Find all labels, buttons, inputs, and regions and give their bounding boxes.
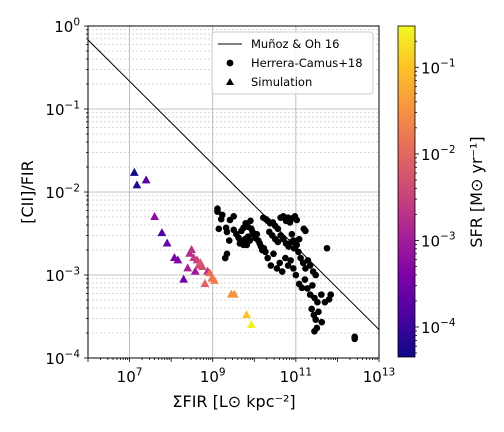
x-tick-label: 107 xyxy=(117,366,143,386)
y-tick-label: 10−2 xyxy=(45,182,80,202)
herrera-camus-point xyxy=(306,262,314,269)
simulation-point xyxy=(190,266,200,275)
herrera-camus-point xyxy=(274,225,282,233)
herrera-camus-point xyxy=(262,248,269,256)
simulation-point xyxy=(141,175,151,184)
herrera-camus-point xyxy=(282,254,289,262)
herrera-camus-point xyxy=(246,237,254,244)
herrera-camus-point xyxy=(290,265,297,272)
herrera-camus-point xyxy=(295,248,302,256)
herrera-camus-point xyxy=(312,316,319,323)
herrera-camus-point xyxy=(274,238,282,246)
herrera-camus-point xyxy=(301,276,309,283)
simulation-point xyxy=(132,180,142,189)
y-tick-label: 10−4 xyxy=(45,348,80,368)
herrera-camus-point xyxy=(247,217,254,225)
simulation-point xyxy=(187,245,196,254)
simulation-point xyxy=(173,255,183,264)
colorbar-tick-label: 10−2 xyxy=(421,144,456,164)
herrera-camus-point xyxy=(290,237,297,244)
colorbar xyxy=(397,25,416,358)
herrera-camus-point xyxy=(221,254,229,262)
herrera-camus-point xyxy=(312,271,319,279)
herrera-camus-point xyxy=(302,227,309,235)
legend-box xyxy=(211,31,374,95)
herrera-camus-point xyxy=(253,230,261,238)
herrera-camus-point xyxy=(270,250,277,258)
simulation-point xyxy=(200,278,210,287)
herrera-camus-point xyxy=(267,262,275,269)
simulation-point xyxy=(246,319,256,328)
herrera-camus-point xyxy=(309,282,316,289)
y-axis: 10−4 10−3 10−2 10−1 100 xyxy=(45,16,88,368)
simulation-point xyxy=(197,261,207,270)
y-tick-label: 100 xyxy=(54,16,80,36)
simulation-point xyxy=(229,289,239,298)
herrera-camus-point xyxy=(214,208,221,215)
herrera-camus-point xyxy=(323,244,331,252)
colorbar-tick-label: 10−1 xyxy=(421,58,456,78)
herrera-camus-point xyxy=(292,271,300,279)
x-tick-label: 1013 xyxy=(363,366,395,386)
colorbar-tick-label: 10−4 xyxy=(421,317,456,337)
x-tick-label: 1011 xyxy=(280,366,312,386)
y-tick-label: 10−3 xyxy=(45,265,80,285)
colorbar-tick-label: 10−3 xyxy=(421,231,456,251)
legend-label-herrera: Herrera-Camus+18 xyxy=(251,56,363,70)
legend: Muñoz & Oh 16 Herrera-Camus+18 Simulatio… xyxy=(211,31,374,95)
herrera-camus-point xyxy=(318,318,326,326)
simulation-point xyxy=(242,309,251,318)
herrera-camus-point xyxy=(311,327,318,335)
x-axis-label: ΣFIR [L⊙ kpc⁻²] xyxy=(172,392,295,411)
herrera-camus-point xyxy=(288,230,296,238)
colorbar-axis: 10−4 10−3 10−2 10−1 xyxy=(415,40,456,354)
herrera-camus-point xyxy=(284,262,292,269)
herrera-camus-point xyxy=(314,298,321,306)
munoz-oh-line xyxy=(88,39,379,330)
herrera-camus-point xyxy=(293,216,301,224)
simulation-point xyxy=(162,238,172,247)
herrera-camus-point xyxy=(318,291,325,298)
herrera-camus-point xyxy=(230,212,238,220)
herrera-camus-point xyxy=(276,259,284,267)
herrera-camus-point xyxy=(327,291,335,298)
simulation-point xyxy=(183,263,193,272)
herrera-camus-point xyxy=(225,237,233,244)
herrera-camus-point xyxy=(304,257,312,264)
herrera-camus-point xyxy=(287,257,294,264)
herrera-camus-point xyxy=(215,225,223,233)
herrera-camus-point xyxy=(308,305,315,313)
x-axis: 107 109 1011 1013 xyxy=(87,358,395,386)
legend-triangle-marker xyxy=(226,78,234,85)
simulation-point xyxy=(210,275,219,284)
simulation-point xyxy=(129,167,139,176)
herrera-camus-point xyxy=(298,284,306,292)
series-layer xyxy=(88,39,379,343)
x-tick-label: 109 xyxy=(200,366,226,386)
herrera-camus-point xyxy=(351,335,358,343)
herrera-camus-point xyxy=(223,228,231,236)
legend-circle-marker xyxy=(226,59,234,67)
herrera-camus-point xyxy=(295,235,303,243)
herrera-camus-point xyxy=(304,285,311,292)
simulation-point xyxy=(150,211,159,220)
herrera-camus-point xyxy=(264,254,271,262)
herrera-camus-point xyxy=(273,265,281,272)
y-tick-label: 10−1 xyxy=(45,99,80,119)
herrera-camus-point xyxy=(278,268,286,275)
herrera-camus-point xyxy=(315,308,322,316)
herrera-camus-point xyxy=(217,215,225,223)
legend-label-simulation: Simulation xyxy=(251,75,312,89)
legend-label-munoz: Muñoz & Oh 16 xyxy=(251,37,339,51)
simulation-point xyxy=(179,274,189,283)
simulation-point xyxy=(157,228,167,237)
y-axis-label: [CII]/FIR xyxy=(18,160,37,224)
colorbar-label: SFR [M⊙ yr⁻¹] xyxy=(467,136,486,247)
